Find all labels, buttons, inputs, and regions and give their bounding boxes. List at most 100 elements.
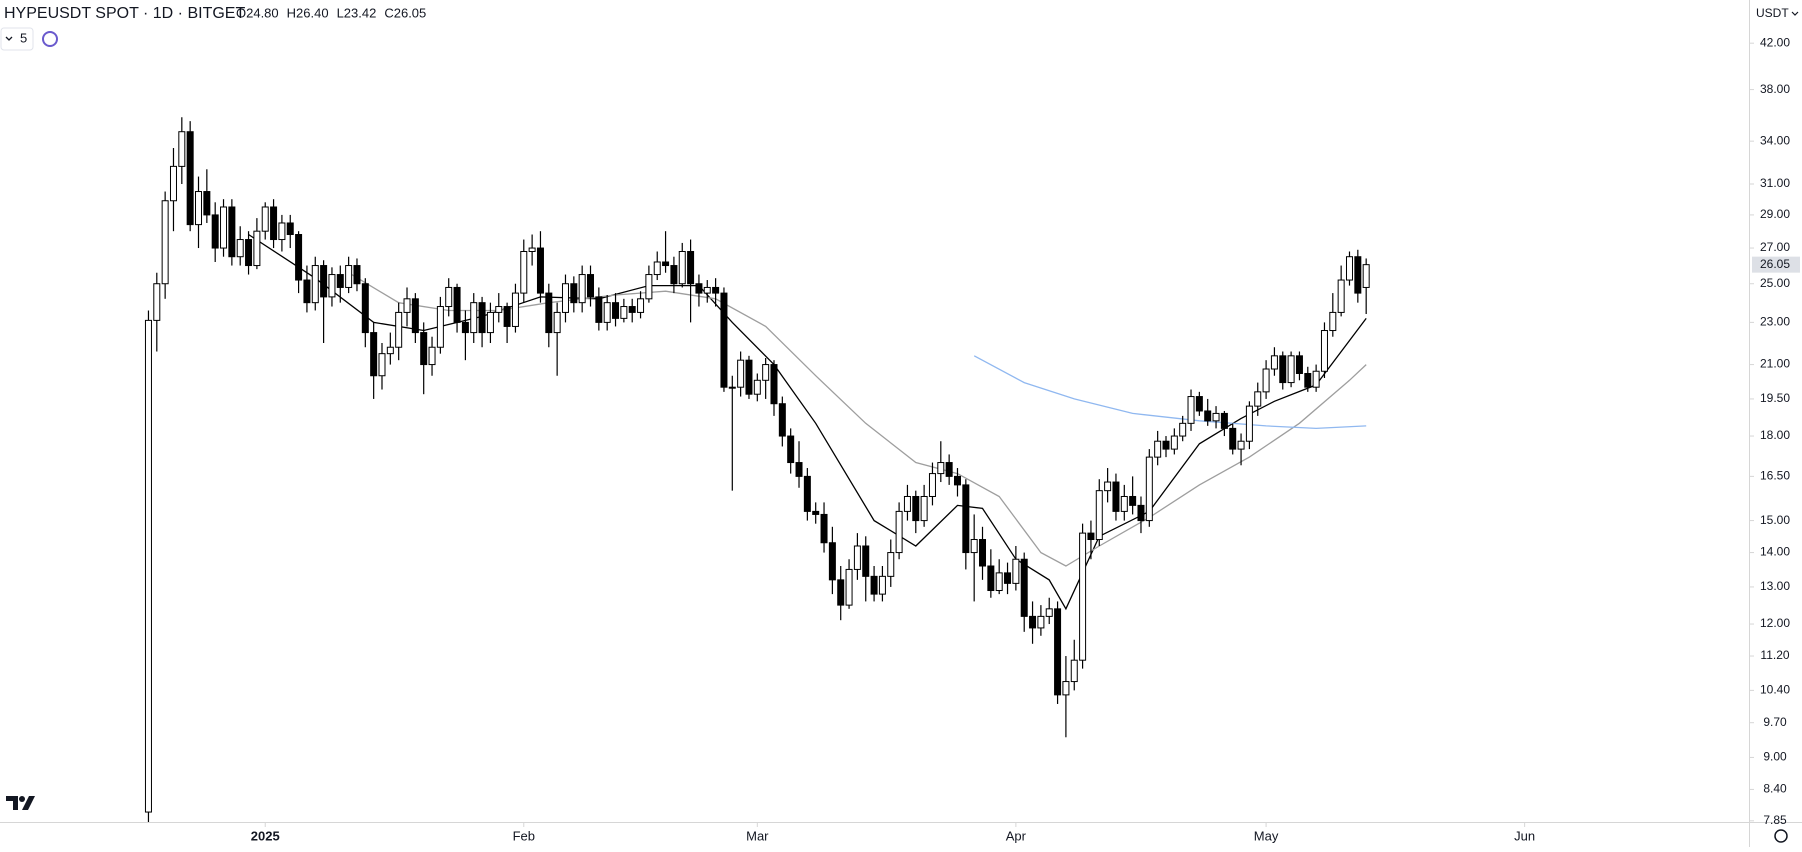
candle-body (853, 545, 861, 570)
y-tick-label: 8.40 (1763, 782, 1787, 796)
candle-body (720, 292, 728, 388)
candle-body (628, 306, 636, 313)
candle-body (245, 239, 253, 267)
ohlc-value: O24.80 (236, 5, 279, 20)
candle-body (261, 206, 269, 232)
candle-body (1320, 330, 1328, 372)
candle-body (478, 302, 486, 334)
candle-body (728, 386, 736, 389)
candle-body (995, 572, 1003, 592)
x-tick-label: 2025 (251, 828, 280, 843)
candle-body (1204, 410, 1212, 422)
candle-body (1229, 427, 1237, 450)
candle-body (1145, 456, 1153, 522)
candle-body (278, 222, 286, 241)
candle-body (336, 274, 344, 288)
indicator-toggle[interactable] (0, 27, 34, 51)
candle-body (937, 462, 945, 475)
candle-body (803, 475, 811, 512)
candle-body (1112, 481, 1120, 512)
y-tick-label: 42.00 (1760, 35, 1790, 49)
candle-body (1187, 396, 1195, 424)
candle-body (1237, 440, 1245, 450)
candle-body (553, 311, 561, 334)
candle-body (787, 435, 795, 464)
candle-body (303, 279, 311, 304)
candle-body (536, 247, 544, 294)
currency-select[interactable]: USDT (1756, 6, 1789, 20)
candle-body (453, 286, 461, 323)
refresh-icon[interactable] (42, 31, 58, 47)
y-tick-label: 15.00 (1760, 513, 1790, 527)
candle-body (345, 265, 353, 288)
candle-body (753, 379, 761, 395)
candle-body (862, 545, 870, 577)
candle-body (1304, 372, 1312, 388)
y-tick-label: 25.00 (1760, 276, 1790, 290)
candle-body (1062, 681, 1070, 696)
candle-body (161, 200, 169, 285)
candle-body (1329, 311, 1337, 332)
candle-body (762, 364, 770, 381)
candle-body (645, 274, 653, 300)
candle-body (928, 473, 936, 497)
ohlc-value: C26.05 (384, 5, 426, 20)
candle-body (186, 131, 194, 226)
candle-body (286, 222, 294, 236)
candle-body (228, 206, 236, 258)
currency-chevron (1791, 11, 1799, 16)
candle-body (637, 298, 645, 313)
candle-body (395, 311, 403, 348)
candle-body (687, 250, 695, 285)
x-tick-label: May (1254, 828, 1279, 843)
candle-body (144, 319, 152, 813)
moving-average-line (973, 355, 1367, 430)
indicator-count[interactable]: 5 (20, 30, 27, 45)
candle-body (1054, 608, 1062, 696)
candle-body (837, 579, 845, 606)
candle-body (220, 206, 228, 249)
candle-body (495, 306, 503, 313)
settings-icon[interactable] (1774, 829, 1788, 843)
candle-body (253, 230, 261, 267)
candle-body (945, 462, 953, 477)
tradingview-logo[interactable] (6, 796, 35, 810)
candle-body (1345, 256, 1353, 281)
candle-body (1287, 355, 1295, 384)
candle-body (737, 359, 745, 388)
candle-body (353, 265, 361, 285)
candle-body (236, 239, 244, 258)
candle-body (195, 191, 203, 226)
y-tick-label: 16.50 (1760, 469, 1790, 483)
y-tick-label: 11.20 (1760, 648, 1789, 662)
candle-body (1254, 391, 1262, 407)
candle-body (1162, 440, 1170, 450)
candle-body (445, 286, 453, 308)
candle-body (1079, 532, 1087, 661)
ohlc-value: L23.42 (337, 5, 377, 20)
candle-body (295, 234, 303, 281)
candle-body (878, 575, 886, 595)
candle-body (386, 346, 394, 355)
candle-body (970, 539, 978, 554)
y-tick-label: 29.00 (1760, 207, 1790, 221)
candle-body (503, 306, 511, 327)
candle-body (545, 292, 553, 334)
candle-body (1095, 490, 1103, 541)
candle-body (1104, 481, 1112, 492)
symbol-title[interactable]: HYPEUSDT SPOT · 1D · BITGET (4, 5, 245, 22)
candle-body (770, 364, 778, 405)
candle-body (420, 332, 428, 366)
candle-body (987, 565, 995, 592)
candle-body (361, 283, 369, 334)
candle-body (678, 250, 686, 285)
candle-body (1120, 495, 1128, 512)
candle-body (178, 131, 186, 167)
y-tick-label: 31.00 (1760, 176, 1790, 190)
candle-body (828, 542, 836, 581)
ohlc-legend: O24.80 H26.40 L23.42 C26.05 (236, 5, 426, 20)
moving-average-line (348, 272, 1367, 567)
candle-body (1012, 558, 1020, 584)
candle-body (470, 302, 478, 334)
